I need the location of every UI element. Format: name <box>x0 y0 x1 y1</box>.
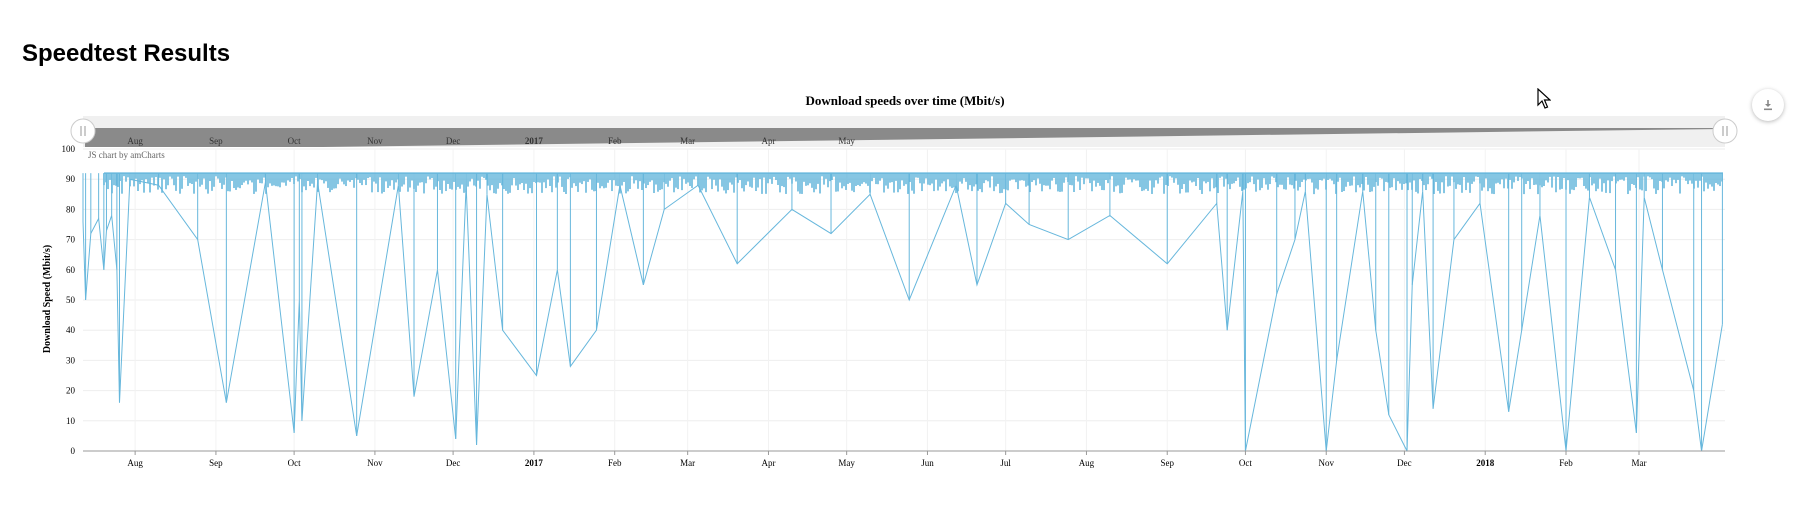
y-tick-label: 30 <box>66 355 76 365</box>
y-tick-label: 60 <box>66 265 76 275</box>
series-band <box>103 172 1723 195</box>
scrollbar-label: 2017 <box>525 136 544 146</box>
x-tick-label: Sep <box>209 458 223 468</box>
x-tick-label: Feb <box>1559 458 1573 468</box>
scrollbar[interactable]: Aug Sep Oct Nov Dec 2017 Feb Mar Apr May <box>70 116 1738 147</box>
chart-title: Download speeds over time (Mbit/s) <box>805 93 1004 108</box>
export-menu-button[interactable] <box>1752 89 1784 121</box>
y-tick-label: 50 <box>66 295 76 305</box>
x-tick-label: Aug <box>127 458 143 468</box>
scrollbar-label: May <box>838 136 855 146</box>
x-tick-label: May <box>838 458 855 468</box>
y-tick-label: 40 <box>66 325 76 335</box>
y-tick-label: 20 <box>66 386 76 396</box>
series-line <box>82 178 1723 452</box>
x-tick-label: Apr <box>761 458 775 468</box>
x-tick-label: Oct <box>288 458 301 468</box>
scrollbar-left-handle[interactable] <box>70 118 96 144</box>
y-axis-label: Download Speed (Mbit/s) <box>42 245 53 353</box>
chart-credit[interactable]: JS chart by amCharts <box>88 150 165 160</box>
scrollbar-label: Aug <box>127 136 143 146</box>
x-tick-label: 2018 <box>1476 458 1495 468</box>
y-tick-label: 70 <box>66 235 76 245</box>
y-tick-label: 10 <box>66 416 76 426</box>
x-tick-label: 2017 <box>525 458 544 468</box>
scrollbar-label: Feb <box>608 136 622 146</box>
y-tick-label: 90 <box>66 174 76 184</box>
y-tick-label: 80 <box>66 204 76 214</box>
x-tick-label: Mar <box>1631 458 1646 468</box>
x-tick-label: Dec <box>1397 458 1412 468</box>
x-tick-label: Nov <box>367 458 383 468</box>
x-tick-label: Jun <box>921 458 934 468</box>
x-tick-label: Aug <box>1079 458 1095 468</box>
page-title: Speedtest Results <box>22 40 231 67</box>
x-tick-label: Dec <box>446 458 461 468</box>
scrollbar-label: Sep <box>209 136 223 146</box>
scrollbar-right-handle[interactable] <box>1712 118 1738 144</box>
x-tick-label: Mar <box>680 458 695 468</box>
download-icon <box>1764 100 1772 111</box>
y-tick-label: 100 <box>62 144 76 154</box>
scrollbar-label: Nov <box>367 136 383 146</box>
scrollbar-preview-mask <box>323 129 1723 147</box>
x-tick-label: Feb <box>608 458 622 468</box>
x-tick-label: Oct <box>1239 458 1252 468</box>
y-tick-label: 0 <box>71 446 76 456</box>
plot-area: JS chart by amCharts 0 10 20 30 40 50 60 70 80 90… <box>62 144 1725 468</box>
scrollbar-label: Dec <box>446 136 461 146</box>
x-tick-label: Nov <box>1318 458 1334 468</box>
x-tick-label: Jul <box>1000 458 1011 468</box>
scrollbar-label: Oct <box>288 136 301 146</box>
scrollbar-label: Mar <box>680 136 695 146</box>
x-tick-label: Sep <box>1160 458 1174 468</box>
scrollbar-label: Apr <box>761 136 775 146</box>
